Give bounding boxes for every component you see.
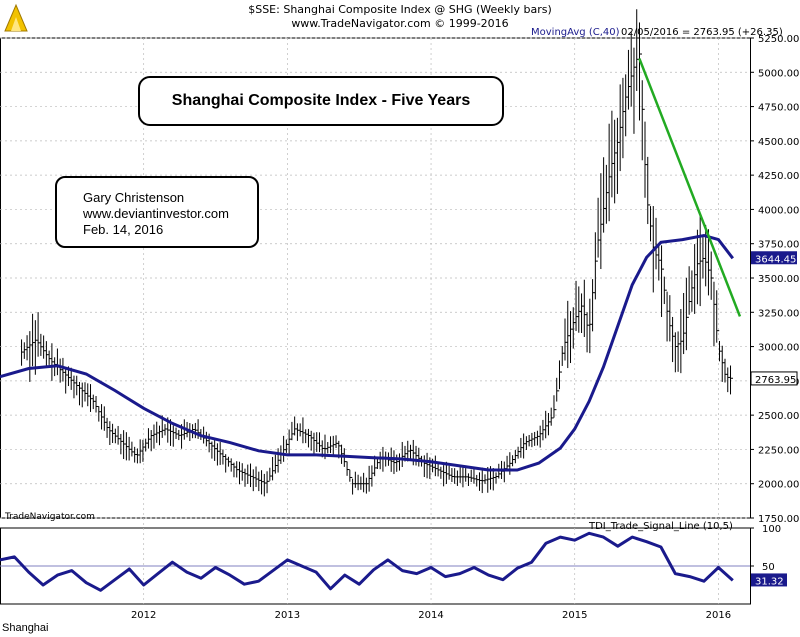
indicator-tick-label: 100 — [762, 524, 781, 535]
price-tick-label: 3750.00 — [758, 240, 799, 251]
ma-value-badge — [751, 251, 797, 265]
price-tick-label: 4500.00 — [758, 137, 799, 148]
price-tick-label: 1750.00 — [758, 514, 799, 525]
price-tick-label: 4750.00 — [758, 103, 799, 114]
watermark: TradeNavigator.com — [5, 512, 95, 522]
author-website: www.deviantinvestor.com — [83, 206, 229, 221]
author-date: Feb. 14, 2016 — [83, 222, 164, 237]
price-tick-label: 2000.00 — [758, 480, 799, 491]
down-trendline — [638, 58, 742, 317]
price-tick-label: 5000.00 — [758, 68, 799, 79]
author-box: Gary Christenson www.deviantinvestor.com… — [55, 176, 259, 248]
chart-title: Shanghai Composite Index - Five Years — [171, 92, 471, 109]
price-tick-label: 5250.00 — [758, 34, 799, 45]
time-tick-label: 2015 — [562, 610, 587, 621]
chart-title-box: Shanghai Composite Index - Five Years — [138, 76, 504, 126]
last-close-badge-label: 2763.95 — [755, 375, 796, 386]
time-tick-label: 2012 — [131, 610, 156, 621]
author-name: Gary Christenson — [83, 190, 185, 205]
last-close-badge — [750, 371, 798, 386]
price-tick-label: 3250.00 — [758, 308, 799, 319]
price-tick-label: 3500.00 — [758, 274, 799, 285]
chart-header-line2: www.TradeNavigator.com © 1999-2016 — [291, 17, 509, 30]
price-tick-label: 2250.00 — [758, 445, 799, 456]
last-bar-readout: 02/05/2016 = 2763.95 (+26.35) — [621, 27, 783, 38]
chart-header-line1: $SSE: Shanghai Composite Index @ SHG (We… — [248, 3, 552, 16]
moving-average-label: MovingAvg (C,40) — [531, 27, 620, 38]
price-tick-label: 2500.00 — [758, 411, 799, 422]
indicator-tick-label: 50 — [762, 562, 775, 573]
price-tick-label: 4250.00 — [758, 171, 799, 182]
price-tick-label: 3000.00 — [758, 343, 799, 354]
time-tick-label: 2013 — [275, 610, 300, 621]
tdi-signal-line — [0, 531, 734, 592]
tdi-value-badge-label: 31.32 — [755, 576, 784, 587]
ma-value-badge-label: 3644.45 — [755, 254, 796, 265]
symbol-footer: Shanghai — [2, 622, 49, 634]
time-tick-label: 2014 — [418, 610, 443, 621]
price-tick-label: 4000.00 — [758, 205, 799, 216]
time-tick-label: 2016 — [706, 610, 731, 621]
tradenavigator-logo-icon — [3, 3, 29, 33]
moving-average-line — [0, 233, 734, 472]
indicator-label: TDI_Trade_Signal_Line (10,5) — [589, 521, 733, 532]
tdi-value-badge — [751, 573, 787, 587]
